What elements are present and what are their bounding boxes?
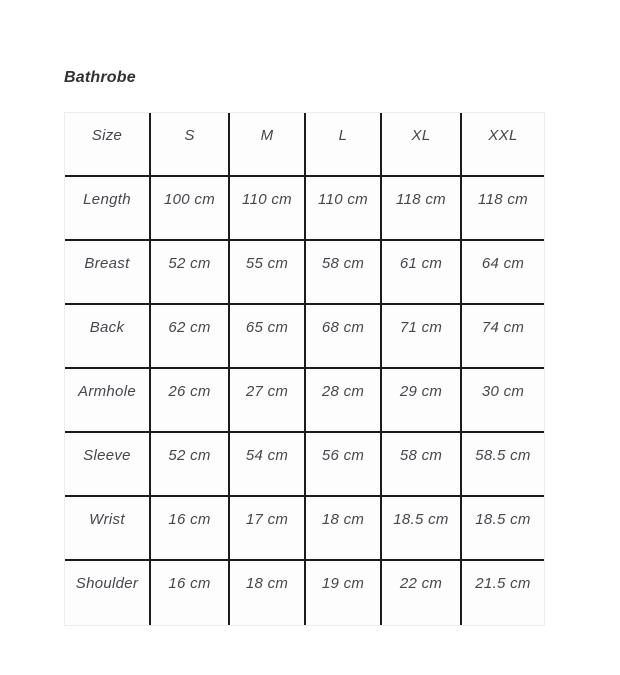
size-value-cell: 21.5 cm bbox=[475, 575, 531, 592]
column-header-xl: XL bbox=[382, 113, 462, 177]
product-title: Bathrobe bbox=[64, 69, 136, 86]
row-label: Breast bbox=[65, 241, 151, 305]
size-value-cell: 52 cm bbox=[151, 241, 230, 305]
size-value-cell: 74 cm bbox=[462, 305, 544, 369]
column-header-size: Size bbox=[65, 113, 151, 177]
row-label: Armhole bbox=[65, 369, 151, 433]
size-value-cell: 22 cm bbox=[382, 561, 462, 625]
table-row-length: Length 100 cm 110 cm 110 cm 118 cm 118 cm bbox=[65, 177, 544, 241]
row-label: Sleeve bbox=[65, 433, 151, 497]
column-header-xxl: XXL bbox=[462, 113, 544, 177]
table-row-breast: Breast 52 cm 55 cm 58 cm 61 cm 64 cm bbox=[65, 241, 544, 305]
size-value-cell: 56 cm bbox=[306, 433, 382, 497]
size-value-cell: 71 cm bbox=[382, 305, 462, 369]
size-value-cell: 58 cm bbox=[382, 433, 462, 497]
size-value-cell: 58.5 cm bbox=[462, 433, 544, 497]
size-value-cell: 110 cm bbox=[306, 177, 382, 241]
row-label: Length bbox=[65, 177, 151, 241]
size-chart-table: Size S M L XL XXL Length 100 cm 110 cm 110 cm 118… bbox=[64, 112, 545, 626]
table-row-back: Back 62 cm 65 cm 68 cm 71 cm 74 cm bbox=[65, 305, 544, 369]
size-value-cell: 54 cm bbox=[230, 433, 306, 497]
table-row-wrist: Wrist 16 cm 17 cm 18 cm 18.5 cm 18.5 cm bbox=[65, 497, 544, 561]
column-header-s: S bbox=[151, 113, 230, 177]
size-value-cell: 29 cm bbox=[382, 369, 462, 433]
row-label: Wrist bbox=[65, 497, 151, 561]
table-row-sleeve: Sleeve 52 cm 54 cm 56 cm 58 cm 58.5 cm bbox=[65, 433, 544, 497]
row-label: Shoulder bbox=[65, 561, 151, 625]
size-value-cell: 110 cm bbox=[230, 177, 306, 241]
table-row-shoulder: Shoulder 16 cm 18 cm 19 cm 22 cm 21.5 cm bbox=[65, 561, 544, 625]
size-value-cell: 118 cm bbox=[382, 177, 462, 241]
size-value-cell: 55 cm bbox=[230, 241, 306, 305]
size-value-cell: 28 cm bbox=[306, 369, 382, 433]
column-header-l: L bbox=[306, 113, 382, 177]
size-value-cell: 19 cm bbox=[306, 561, 382, 625]
size-value-cell: 17 cm bbox=[230, 497, 306, 561]
size-value-cell: 100 cm bbox=[151, 177, 230, 241]
size-chart-body: Length 100 cm 110 cm 110 cm 118 cm 118 cm Brea… bbox=[65, 177, 544, 625]
size-value-cell: 68 cm bbox=[306, 305, 382, 369]
size-value-cell: 58 cm bbox=[306, 241, 382, 305]
table-row-armhole: Armhole 26 cm 27 cm 28 cm 29 cm 30 cm bbox=[65, 369, 544, 433]
size-value-cell: 52 cm bbox=[151, 433, 230, 497]
size-chart-header-row: Size S M L XL XXL bbox=[65, 113, 544, 177]
size-value-cell: 18.5 cm bbox=[462, 497, 544, 561]
column-header-m: M bbox=[230, 113, 306, 177]
size-value-cell: 64 cm bbox=[462, 241, 544, 305]
size-value-cell: 61 cm bbox=[382, 241, 462, 305]
row-label: Back bbox=[65, 305, 151, 369]
size-value-cell: 62 cm bbox=[151, 305, 230, 369]
size-value-cell: 18 cm bbox=[306, 497, 382, 561]
size-value-cell: 27 cm bbox=[230, 369, 306, 433]
size-value-cell: 26 cm bbox=[151, 369, 230, 433]
size-value-cell: 65 cm bbox=[230, 305, 306, 369]
size-value-cell: 16 cm bbox=[151, 497, 230, 561]
size-value-cell: 16 cm bbox=[151, 561, 230, 625]
size-value-cell: 118 cm bbox=[462, 177, 544, 241]
size-value-cell: 18.5 cm bbox=[382, 497, 462, 561]
size-value-cell: 18 cm bbox=[230, 561, 306, 625]
size-value-cell: 30 cm bbox=[462, 369, 544, 433]
